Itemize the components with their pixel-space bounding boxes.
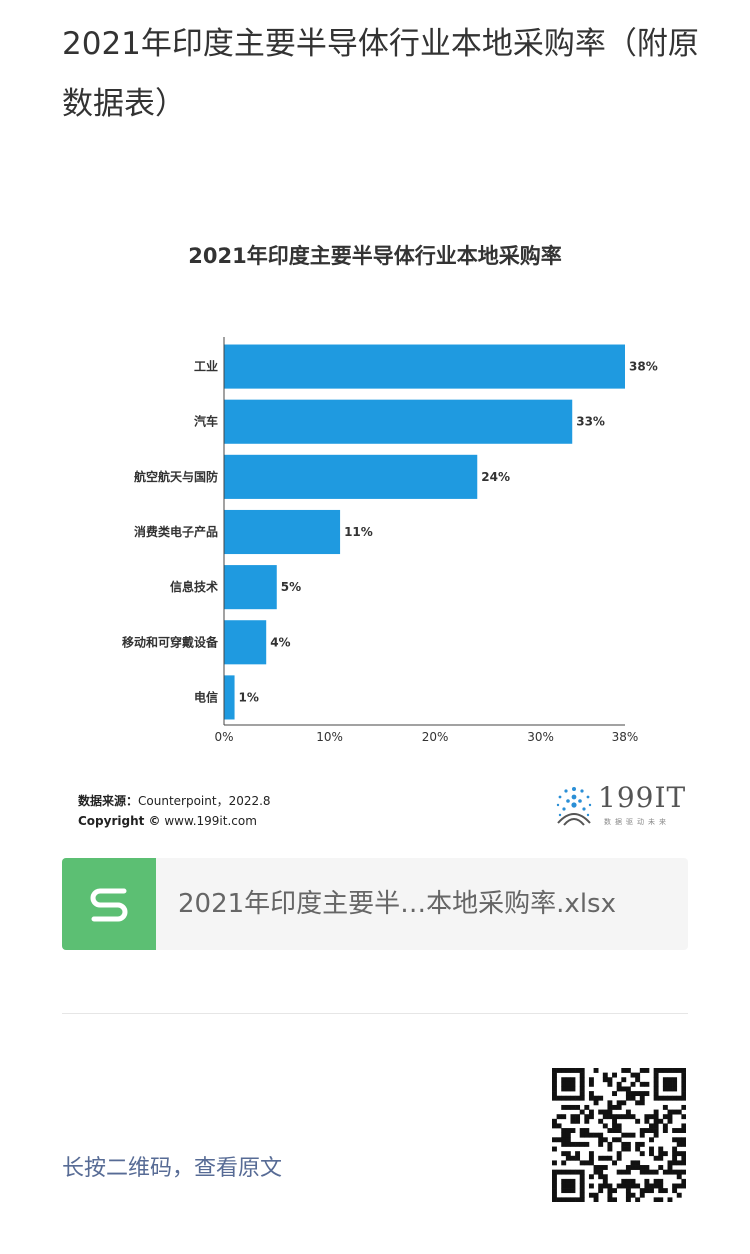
category-label: 消费类电子产品	[134, 524, 218, 539]
data-label: 11%	[344, 525, 373, 539]
chart-image: 2021年印度主要半导体行业本地采购率 工业 38% 汽车 33% 航空航天与国防 24%…	[62, 215, 688, 845]
bar	[224, 454, 478, 499]
bar	[224, 399, 573, 444]
category-label: 移动和可穿戴设备	[122, 634, 219, 649]
attachment-file-card[interactable]: 2021年印度主要半…本地采购率.xlsx	[62, 858, 688, 950]
chart-title: 2021年印度主要半导体行业本地采购率	[188, 244, 562, 268]
bar	[224, 620, 267, 665]
brand-logo: 199IT 数据驱动未来	[552, 781, 685, 831]
bar	[224, 509, 341, 555]
qr-hint-text: 长按二维码，查看原文	[62, 1156, 283, 1181]
x-tick-label: 0%	[214, 730, 233, 744]
x-tick-label: 38%	[612, 730, 639, 744]
article-title: 2021年印度主要半导体行业本地采购率（附原数据表）	[62, 26, 699, 122]
source-text: Counterpoint，2022.8	[138, 794, 271, 808]
data-label: 1%	[239, 690, 259, 704]
logo-text: 199IT	[598, 781, 687, 814]
category-label: 工业	[194, 359, 218, 374]
x-tick-label: 10%	[316, 730, 343, 744]
divider	[62, 1013, 688, 1014]
bar	[224, 344, 625, 389]
bar	[224, 565, 277, 610]
logo-tagline: 数据驱动未来	[604, 818, 670, 826]
data-label: 4%	[270, 635, 290, 649]
qr-code-icon[interactable]	[552, 1068, 686, 1202]
data-label: 33%	[576, 415, 605, 429]
category-label: 电信	[194, 689, 218, 704]
file-name: 2021年印度主要半…本地采购率.xlsx	[178, 889, 616, 919]
category-label: 汽车	[194, 414, 218, 429]
x-tick-label: 30%	[527, 730, 554, 744]
category-label: 航空航天与国防	[134, 469, 218, 484]
bar	[224, 675, 235, 720]
source-label: 数据来源：	[78, 794, 139, 808]
data-label: 24%	[481, 470, 510, 484]
x-tick-label: 20%	[422, 730, 449, 744]
data-label: 38%	[629, 360, 658, 374]
spreadsheet-s-icon	[62, 858, 156, 950]
bar-chart: 工业 38% 汽车 33% 航空航天与国防 24% 消费类电子产品 11% 信息技术 5% 移动和可…	[122, 337, 658, 744]
source-note: 数据来源：Counterpoint，2022.8 Copyright © www…	[78, 791, 271, 831]
category-label: 信息技术	[170, 579, 218, 594]
copyright-label: Copyright ©	[78, 814, 161, 828]
copyright-text: www.199it.com	[160, 814, 257, 828]
logo-dots-icon	[556, 787, 592, 826]
data-label: 5%	[281, 580, 301, 594]
